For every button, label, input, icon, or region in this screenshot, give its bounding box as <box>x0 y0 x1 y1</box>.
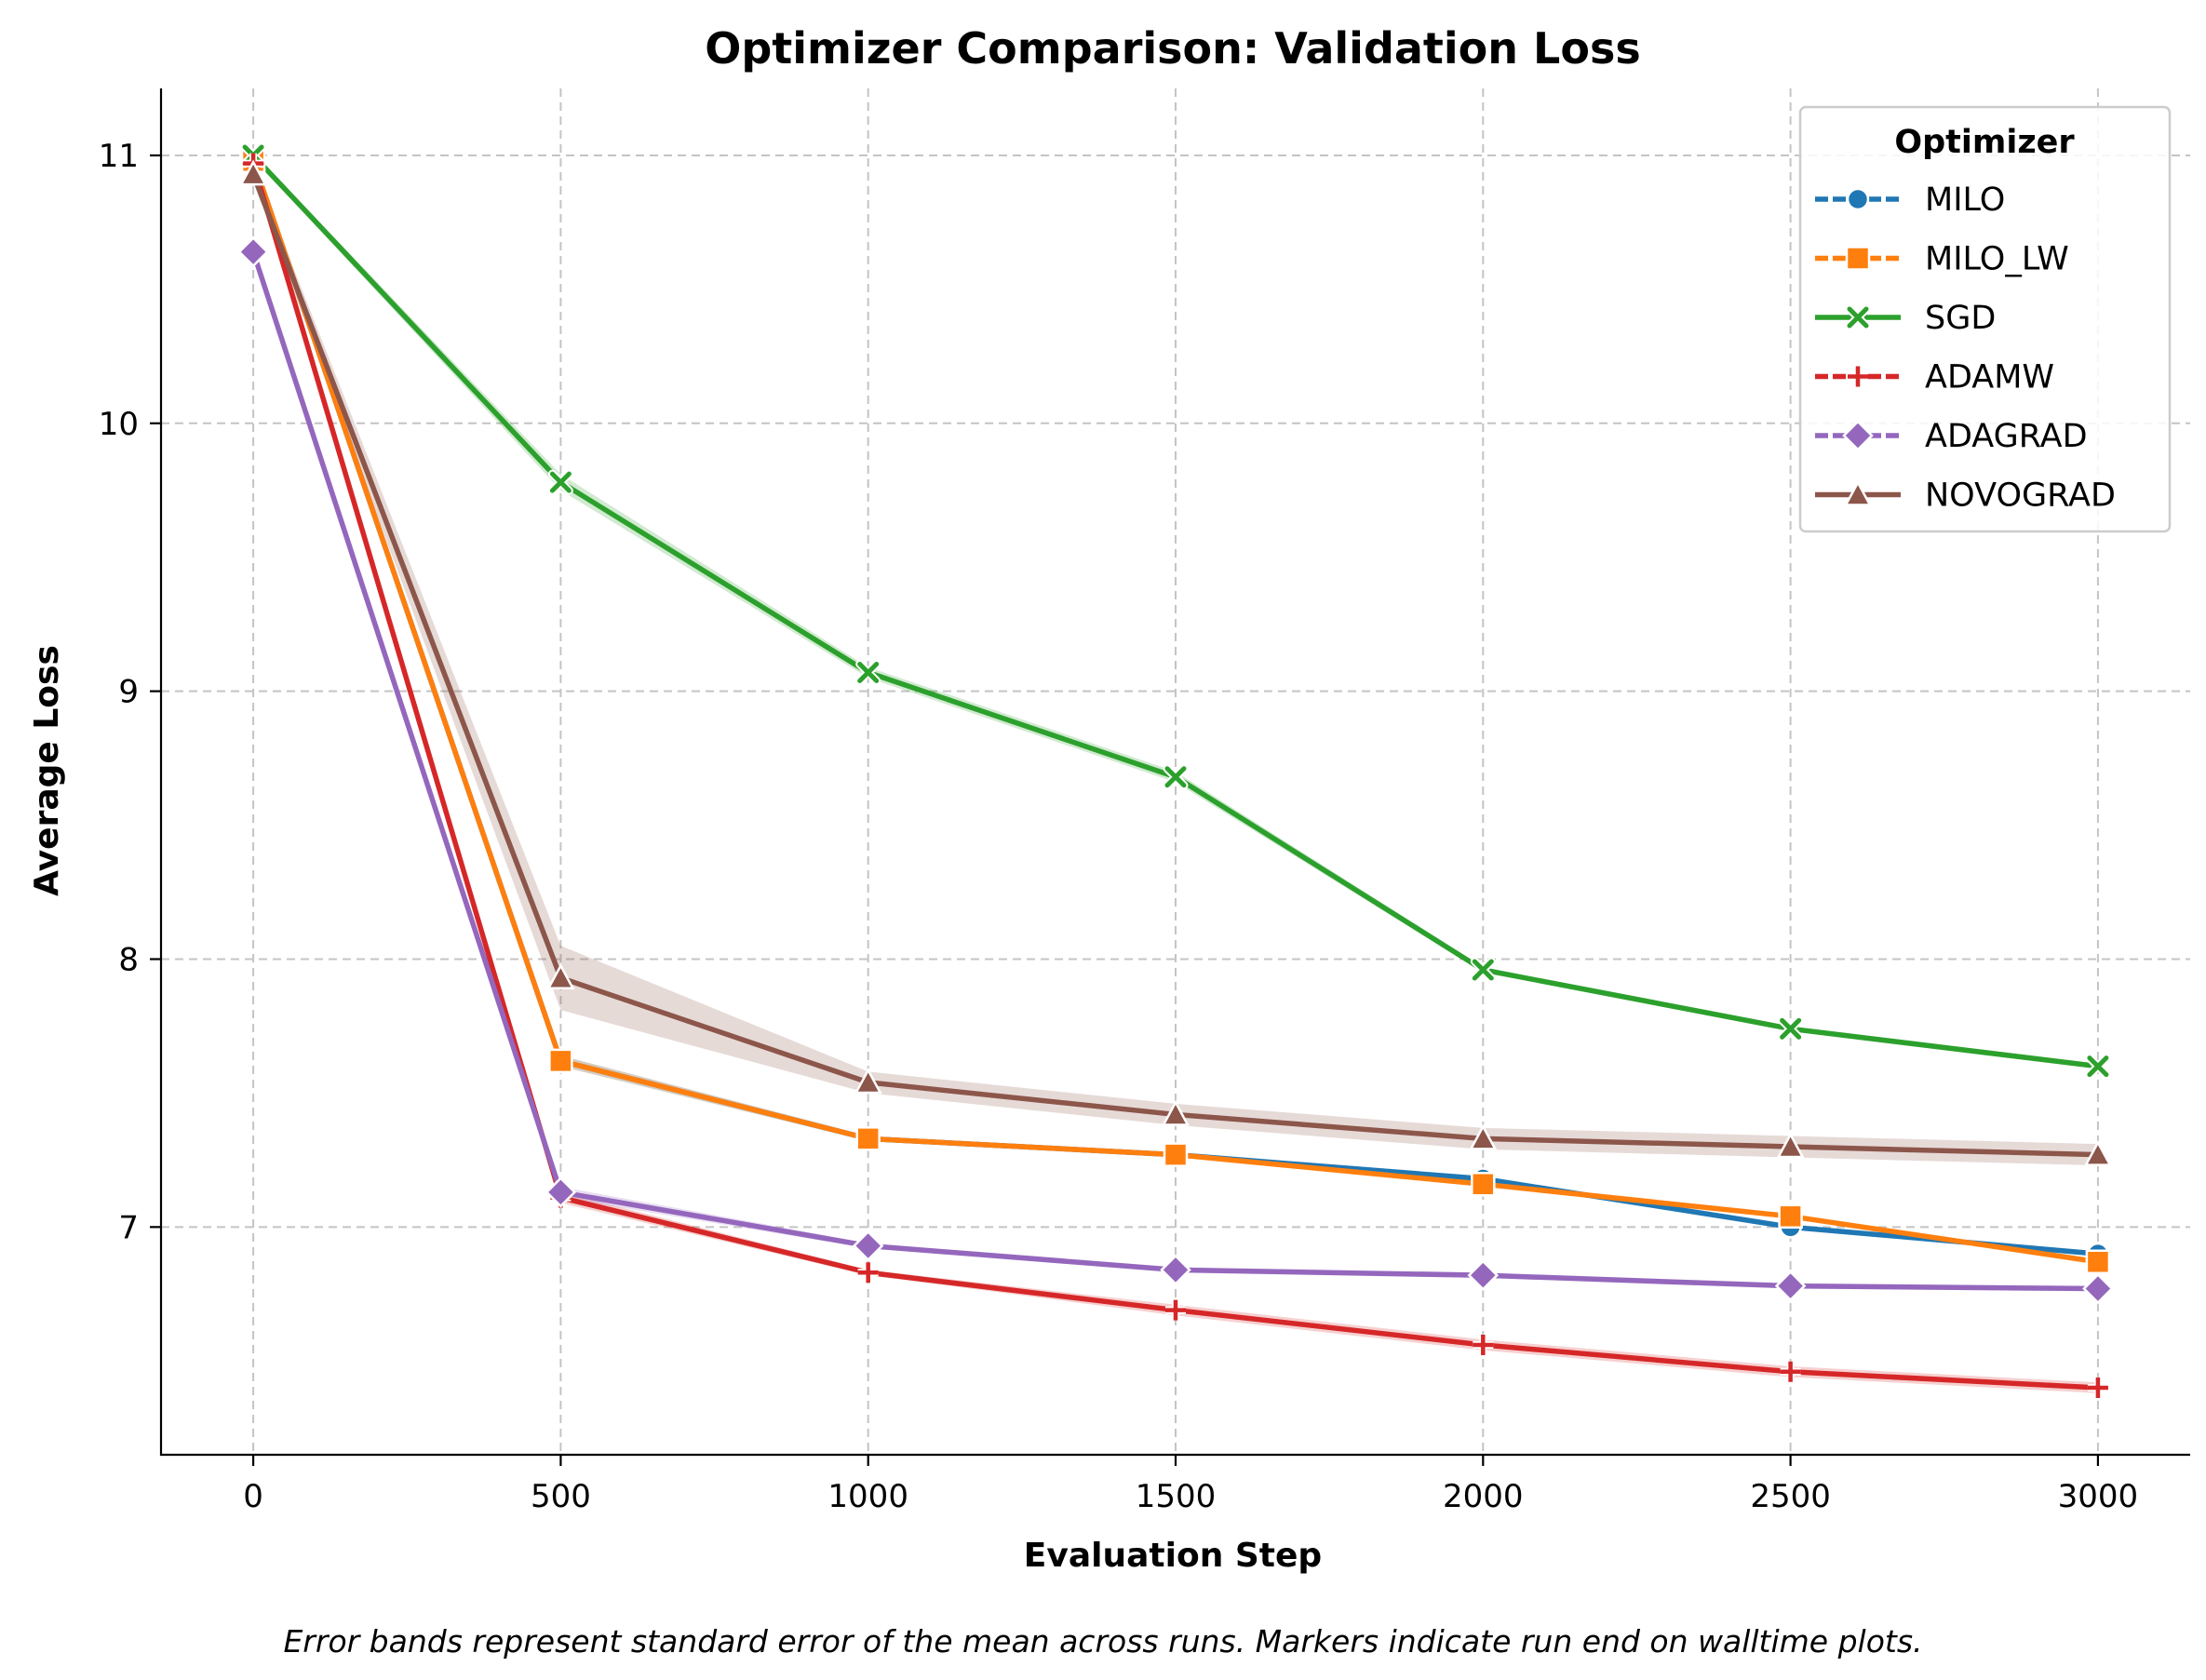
x-tick-label: 2500 <box>1750 1478 1831 1515</box>
triangle-marker <box>2083 1139 2113 1166</box>
x-tick-label: 500 <box>531 1478 591 1515</box>
legend-label: NOVOGRAD <box>1925 477 2116 515</box>
x-marker <box>547 469 573 495</box>
legend-label: ADAMW <box>1925 359 2054 396</box>
legend-label: SGD <box>1925 300 1996 337</box>
square-marker <box>1845 246 1871 271</box>
circle-marker <box>1846 187 1870 211</box>
plus-marker <box>1165 1299 1186 1321</box>
legend-entries: MILO MILO_LW SGD ADAMW ADAGRAD NOVOGRAD <box>1815 181 2116 515</box>
legend-item-milo: MILO <box>1815 181 2005 219</box>
triangle-marker <box>854 1068 882 1095</box>
diamond-marker <box>545 1176 577 1208</box>
y-axis-label: Average Loss <box>28 645 66 896</box>
y-ticks: 7 8 9 10 11 <box>99 138 161 1246</box>
legend-item-adamw: ADAMW <box>1815 359 2054 396</box>
legend-item-adagrad: ADAGRAD <box>1815 418 2088 455</box>
square-marker <box>1778 1203 1803 1230</box>
legend-item-sgd: SGD <box>1815 300 1996 337</box>
plus-marker <box>1473 1334 1494 1355</box>
x-marker <box>855 659 881 685</box>
triangle-marker <box>1776 1132 1805 1159</box>
legend-label: MILO_LW <box>1925 241 2069 278</box>
x-marker <box>1778 1015 1804 1042</box>
diamond-marker <box>1467 1259 1500 1291</box>
y-tick-label: 10 <box>99 406 139 443</box>
diamond-marker <box>852 1230 884 1262</box>
square-marker <box>2085 1249 2111 1275</box>
chart-caption: Error bands represent standard error of … <box>283 1623 1922 1660</box>
y-tick-label: 8 <box>118 941 139 978</box>
diamond-marker <box>1842 420 1874 451</box>
square-marker <box>1163 1142 1189 1167</box>
diamond-marker <box>237 235 269 268</box>
x-tick-label: 3000 <box>2058 1478 2139 1515</box>
series-markers-novograd <box>238 159 2113 1166</box>
x-marker <box>2085 1054 2111 1080</box>
x-marker <box>1470 957 1496 983</box>
x-axis-label: Evaluation Step <box>1024 1537 1322 1575</box>
diamond-marker <box>2082 1272 2114 1305</box>
x-tick-label: 1000 <box>827 1478 908 1515</box>
square-marker <box>855 1126 881 1151</box>
plus-marker <box>857 1262 879 1284</box>
legend-label: MILO <box>1925 181 2005 219</box>
y-tick-label: 7 <box>118 1209 139 1246</box>
triangle-marker <box>1469 1123 1498 1150</box>
square-marker <box>548 1048 573 1074</box>
legend: Optimizer MILO MILO_LW SGD ADAMW ADAGRAD NOVO… <box>1798 105 2172 533</box>
legend-item-novograd: NOVOGRAD <box>1815 477 2116 515</box>
diamond-marker <box>1774 1270 1807 1302</box>
triangle-marker <box>1843 479 1873 506</box>
plus-marker <box>1780 1361 1801 1382</box>
triangle-marker <box>1161 1099 1190 1126</box>
triangle-marker <box>238 159 268 186</box>
y-tick-label: 11 <box>99 138 139 175</box>
axes <box>159 88 2190 1457</box>
triangle-marker <box>546 963 575 989</box>
x-tick-label: 2000 <box>1443 1478 1524 1515</box>
square-marker <box>1471 1172 1496 1197</box>
series-markers <box>237 142 2114 1399</box>
legend-item-milo-lw: MILO_LW <box>1815 241 2069 278</box>
legend-label: ADAGRAD <box>1925 418 2088 455</box>
x-marker <box>1845 304 1871 330</box>
x-tick-label: 1500 <box>1136 1478 1217 1515</box>
x-tick-label: 0 <box>243 1478 263 1515</box>
x-ticks: 0 500 1000 1500 2000 2500 3000 <box>243 1455 2138 1515</box>
chart-title: Optimizer Comparison: Validation Loss <box>705 23 1640 74</box>
legend-title: Optimizer <box>1894 124 2075 161</box>
axis-spines <box>159 88 2190 1457</box>
diamond-marker <box>1160 1254 1191 1286</box>
plus-marker <box>2087 1378 2108 1399</box>
x-marker <box>1163 764 1189 790</box>
plus-marker <box>1848 366 1868 387</box>
y-tick-label: 9 <box>118 674 139 711</box>
legend-frame <box>1798 105 2172 533</box>
series-markers-adagrad <box>237 235 2114 1305</box>
